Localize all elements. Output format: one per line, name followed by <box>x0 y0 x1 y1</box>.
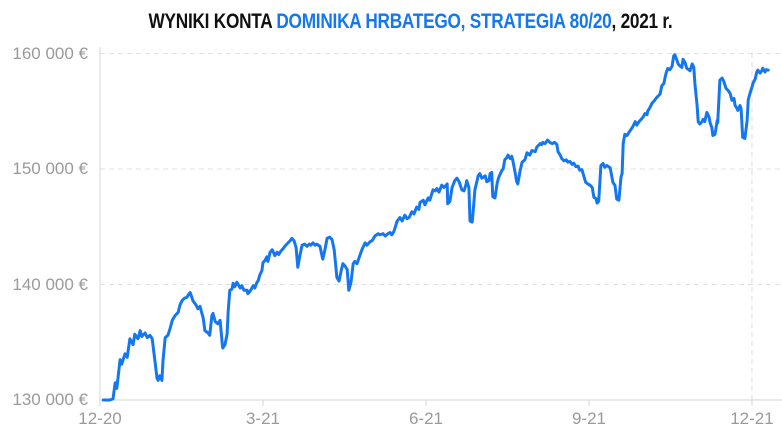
series-line <box>101 53 770 402</box>
y-axis-label-150000: 150 000 € <box>12 159 88 178</box>
x-axis-label-9-21: 9-21 <box>571 409 606 428</box>
chart-title-prefix: WYNIKI KONTA <box>148 10 276 33</box>
x-axis-label-12-20: 12-20 <box>78 409 122 428</box>
y-axis-label-140000: 140 000 € <box>12 274 88 294</box>
chart-title: WYNIKI KONTA DOMINIKA HRBATEGO, STRATEGI… <box>70 10 750 34</box>
x-axis-label-6-21: 6-21 <box>408 409 443 428</box>
x-axis-label-3-21: 3-21 <box>245 409 280 428</box>
y-axis-label-130000: 130 000 € <box>12 390 88 409</box>
chart-title-accent: DOMINIKA HRBATEGO, STRATEGIA 80/20 <box>275 10 611 33</box>
chart-title-suffix: , 2021 r. <box>610 10 672 33</box>
x-axis-label-12-21: 12-21 <box>730 409 774 428</box>
y-axis-label-160000: 160 000 € <box>12 43 88 63</box>
